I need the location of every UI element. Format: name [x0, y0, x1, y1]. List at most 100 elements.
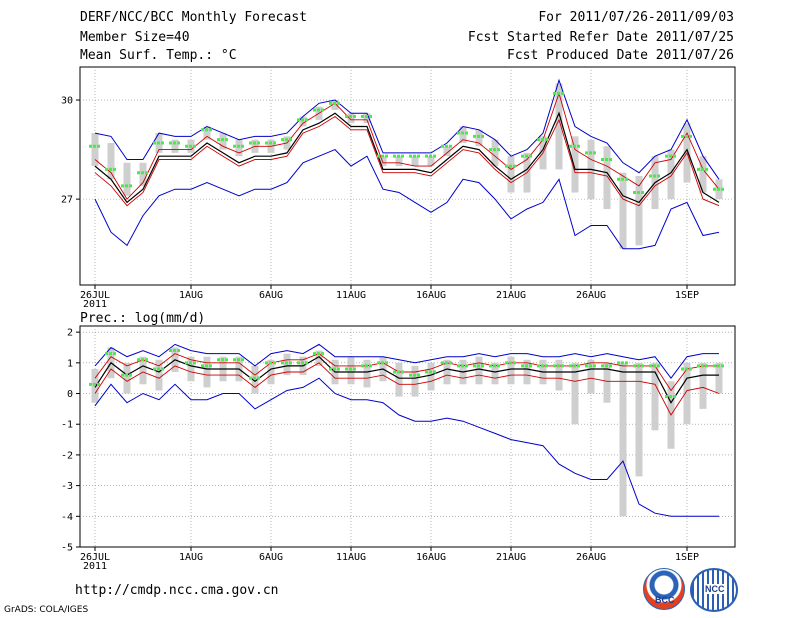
temp-xtick-label: 1AUG — [179, 290, 203, 301]
prec-xtick-label: 6AUG — [259, 552, 283, 563]
fcst-started-date: Fcst Started Refer Date 2011/07/25 — [467, 30, 734, 45]
temp-upper-spread-line — [94, 91, 720, 200]
temp-spread-bar — [667, 149, 675, 200]
prec-mean-line — [94, 355, 719, 404]
temp-spread-bar — [363, 113, 371, 124]
prec-ytick-label: -2 — [61, 450, 73, 461]
prec-spread-bar — [619, 362, 627, 517]
prec-spread-bar — [251, 365, 259, 394]
prec-spread-bar — [507, 356, 515, 385]
temp-spread-bar — [379, 156, 387, 167]
temp-spread-bar — [491, 139, 499, 167]
temp-spread-bar — [107, 142, 115, 180]
temp-spread-bar — [347, 113, 355, 124]
prec-spread-bar — [683, 362, 691, 425]
temp-min-line — [94, 149, 720, 250]
temp-xtick-label: 26AUG — [576, 290, 606, 301]
prec-ytick-label: -5 — [61, 543, 73, 554]
bcc-logo-text: BCC — [655, 595, 675, 605]
ncc-logo-text: NCC — [704, 584, 726, 594]
temp-spread-bar — [171, 139, 179, 153]
prec-xtick-label: 1SEP — [675, 552, 699, 563]
prec-upper-spread-line — [94, 353, 719, 392]
prec-spread-bar — [155, 359, 163, 391]
prec-spread-bar — [571, 362, 579, 425]
temp-xtick-label: 16AUG — [416, 290, 446, 301]
prec-spread-bar — [315, 350, 323, 366]
temp-spread-bar — [475, 129, 483, 147]
temp-spread-bar — [603, 146, 611, 210]
prec-spread-bar — [523, 359, 531, 385]
temp-xtick-label: 6AUG — [259, 290, 283, 301]
member-size: Member Size=40 — [80, 30, 190, 45]
prec-xtick-label: 26JUL — [80, 552, 110, 563]
prec-spread-bar — [603, 362, 611, 403]
temp-spread-bar — [427, 156, 435, 167]
temp-mean-line — [94, 111, 720, 204]
prec-ytick-label: 0 — [67, 389, 73, 400]
temp-xtick-label: 1SEP — [675, 290, 699, 301]
prec-spread-bar — [555, 359, 563, 391]
source-url[interactable]: http://cmdp.ncc.cma.gov.cn — [75, 583, 279, 598]
prec-spread-bar — [203, 356, 211, 388]
grads-credit: GrADS: COLA/IGES — [4, 605, 89, 615]
prec-ytick-label: -4 — [61, 512, 73, 523]
ncc-logo: NCC — [690, 568, 738, 612]
prec-spread-bar — [363, 359, 371, 388]
prec-spread-bar — [91, 368, 99, 403]
prec-ytick-label: 1 — [67, 358, 73, 369]
temp-xtick-label: 21AUG — [496, 290, 526, 301]
prec-xtick-label: 16AUG — [416, 552, 446, 563]
chart-title: DERF/NCC/BCC Monthly Forecast — [80, 10, 307, 25]
temp-spread-bar — [123, 162, 131, 196]
prec-spread-bar — [651, 362, 659, 431]
temp-spread-bar — [443, 146, 451, 157]
temp-spread-bar — [635, 176, 643, 246]
temp-spread-bar — [411, 156, 419, 167]
temp-spread-bar — [507, 156, 515, 193]
temp-spread-bar — [91, 133, 99, 167]
fcst-produced-date: Fcst Produced Date 2011/07/26 — [507, 48, 734, 63]
bcc-logo: BCC — [643, 568, 685, 610]
prec-xtick-label: 1AUG — [179, 552, 203, 563]
prec-xtick-label: 21AUG — [496, 552, 526, 563]
temp-spread-bar — [619, 172, 627, 249]
prec-spread-bar — [443, 359, 451, 385]
variable-label: Mean Surf. Temp.: °C — [80, 48, 237, 63]
prec-spread-bar — [635, 362, 643, 477]
prec-spread-bar — [427, 362, 435, 391]
temp-spread-bar — [571, 136, 579, 193]
temp-ytick-label: 30 — [61, 96, 73, 107]
temp-xtick-label: 26JUL — [80, 290, 110, 301]
precip-label: Prec.: log(mm/d) — [80, 311, 206, 326]
prec-xtick-label: 2011 — [83, 561, 107, 572]
temp-ytick-label: 27 — [61, 195, 73, 206]
prec-spread-bar — [123, 362, 131, 394]
temp-spread-bar — [139, 162, 147, 186]
temp-spread-bar — [219, 133, 227, 150]
temp-spread-bar — [395, 156, 403, 167]
temp-xtick-label: 11AUG — [336, 290, 366, 301]
prec-spread-bar — [491, 362, 499, 385]
prec-ytick-label: -3 — [61, 481, 73, 492]
prec-ytick-label: -1 — [61, 420, 73, 431]
prec-spread-bar — [587, 359, 595, 394]
prec-spread-bar — [187, 356, 195, 382]
forecast-range: For 2011/07/26-2011/09/03 — [538, 10, 734, 25]
temp-spread-bar — [235, 139, 243, 157]
prec-ytick-label: 2 — [67, 328, 73, 339]
temp-max-line — [94, 78, 720, 180]
temp-spread-bar — [699, 156, 707, 193]
temp-spread-bar — [203, 126, 211, 140]
prec-spread-bar — [475, 356, 483, 385]
prec-min-line — [94, 377, 719, 517]
temp-lower-spread-line — [94, 115, 720, 207]
prec-xtick-label: 26AUG — [576, 552, 606, 563]
prec-xtick-label: 11AUG — [336, 552, 366, 563]
prec-max-line — [94, 343, 719, 380]
prec-spread-bar — [715, 362, 723, 394]
prec-spread-bar — [411, 365, 419, 397]
temp-spread-bar — [459, 126, 467, 143]
prec-lower-spread-line — [94, 362, 720, 416]
